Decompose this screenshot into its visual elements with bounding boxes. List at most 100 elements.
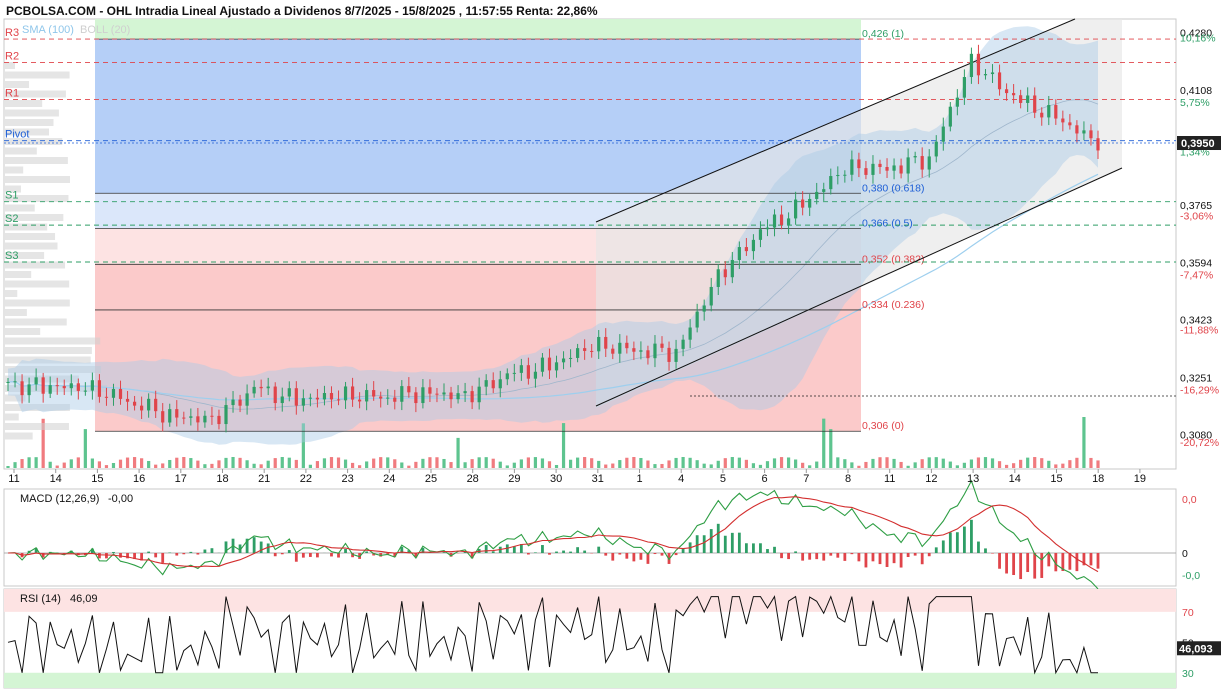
volume-bar — [1054, 464, 1058, 468]
candle-body — [913, 156, 917, 158]
volume-bar — [681, 457, 685, 468]
candle-body — [611, 348, 615, 354]
volume-profile-bar — [5, 309, 27, 316]
volume-profile-bar — [5, 128, 49, 136]
volume-bar — [639, 457, 643, 468]
volume-bar — [716, 460, 720, 468]
price-tick: 0,4108 — [1180, 85, 1212, 97]
pct-tick: -7,47% — [1180, 269, 1213, 281]
candle-body — [372, 390, 376, 397]
volume-bar — [625, 457, 629, 468]
candle-body — [76, 383, 80, 391]
volume-profile-bar — [5, 261, 66, 269]
candle-body — [266, 386, 270, 389]
macd-tick: -0,0 — [1182, 570, 1200, 582]
macd-histogram-bar — [1089, 553, 1093, 566]
candle-body — [983, 74, 988, 76]
candle-body — [1019, 95, 1023, 103]
candle-body — [871, 163, 875, 175]
volume-bar — [1089, 457, 1093, 468]
volume-bar — [203, 464, 207, 468]
volume-bar — [20, 459, 24, 468]
volume-bar — [815, 461, 819, 468]
candle-body — [140, 405, 144, 411]
macd-histogram-bar — [224, 541, 228, 553]
x-tick-label: 14 — [50, 473, 62, 485]
regression-channel-fill — [596, 19, 1122, 408]
macd-histogram-bar — [723, 535, 727, 553]
macd-histogram-bar — [484, 545, 488, 553]
sma-100-line — [7, 173, 1099, 401]
macd-histogram-bar — [660, 553, 664, 556]
volume-bar — [301, 423, 305, 468]
candle-body — [716, 269, 720, 287]
macd-histogram-bar — [780, 553, 783, 559]
price-tick: 0,3594 — [1180, 257, 1212, 269]
candle-body — [1047, 105, 1051, 118]
macd-histogram-bar — [1068, 553, 1072, 570]
volume-bar — [189, 458, 193, 468]
volume-bar — [442, 458, 446, 468]
volume-bar — [561, 423, 566, 468]
channel-lower-line — [595, 167, 1123, 407]
volume-bar — [878, 457, 882, 468]
candle-body — [730, 259, 734, 278]
volume-bar — [210, 463, 214, 468]
legend-sma: SMA (100) — [22, 24, 74, 36]
candle-body — [1061, 118, 1065, 123]
channel-upper-line — [595, 18, 1076, 223]
candle-body — [822, 189, 826, 192]
volume-bar — [1096, 460, 1100, 468]
candle-body — [1054, 105, 1058, 119]
candle-body — [892, 165, 896, 171]
volume-profile-bar — [5, 271, 32, 278]
volume-bar — [1068, 460, 1072, 468]
macd-histogram-bar — [857, 553, 861, 562]
x-tick-label: 6 — [762, 473, 768, 485]
volume-bar — [358, 465, 362, 468]
volume-bar — [779, 457, 784, 468]
candle-body — [329, 393, 334, 400]
macd-tick: 0,0 — [1182, 494, 1197, 506]
volume-profile-bar — [5, 318, 67, 326]
macd-histogram-bar — [948, 532, 952, 553]
pivot-label: R2 — [5, 51, 19, 63]
macd-histogram-bar — [885, 553, 889, 567]
volume-profile-bar — [5, 81, 30, 88]
macd-signal-line — [7, 496, 1099, 573]
macd-histogram-bar — [892, 553, 896, 564]
volume-bar — [1075, 457, 1079, 468]
macd-histogram-bar — [962, 526, 966, 553]
volume-bar — [751, 463, 756, 468]
candle-body — [13, 381, 17, 383]
candle-body — [709, 286, 713, 306]
volume-bar — [76, 457, 80, 468]
volume-profile-bar — [5, 280, 70, 288]
volume-bar — [62, 462, 66, 468]
volume-bar — [428, 457, 432, 468]
macd-histogram-bar — [330, 553, 333, 557]
macd-histogram-bar — [998, 553, 1001, 569]
macd-histogram-bar — [625, 553, 629, 559]
macd-histogram-bar — [836, 553, 840, 558]
volume-bar — [765, 461, 770, 468]
candle-body — [393, 397, 397, 402]
volume-bar — [491, 458, 495, 468]
x-tick-label: 11 — [884, 473, 895, 485]
candle-body — [941, 126, 945, 142]
macd-histogram-bar — [913, 553, 917, 556]
volume-bar — [259, 464, 263, 468]
candle-body — [428, 387, 432, 394]
candle-body — [315, 397, 320, 400]
candle-body — [322, 393, 327, 400]
macd-histogram-bar — [794, 551, 798, 553]
macd-histogram-bar — [674, 553, 678, 556]
candle-body — [955, 97, 959, 107]
volume-bar — [379, 457, 383, 468]
fib-label: 0,380 (0.618) — [862, 182, 924, 194]
candle-body — [653, 343, 657, 359]
candle-body — [660, 343, 664, 348]
macd-histogram-bar — [555, 551, 558, 553]
price-tick: 0,3423 — [1180, 315, 1212, 327]
